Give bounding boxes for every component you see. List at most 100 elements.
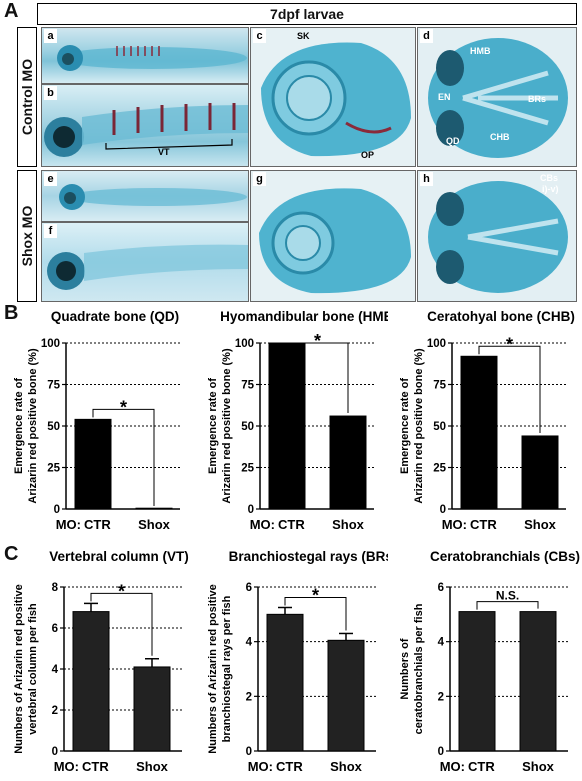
- y-tick-label: 4: [438, 637, 445, 649]
- chart-title: Quadrate bone (QD): [51, 309, 179, 324]
- significance-marker: *: [312, 586, 319, 606]
- y-axis-label: ceratobranchials per fish: [413, 603, 425, 734]
- y-axis-label: vertebral column per fish: [27, 603, 39, 735]
- y-tick-label: 75: [241, 380, 254, 392]
- image-panel-g: g: [250, 170, 416, 302]
- y-tick-label: 0: [246, 746, 252, 758]
- x-axis-prefix: MO:: [54, 759, 79, 774]
- y-tick-label: 8: [52, 582, 59, 594]
- y-tick-label: 50: [433, 421, 446, 433]
- y-tick-label: 0: [54, 504, 60, 516]
- label-cbs-range: i)-v): [542, 184, 559, 194]
- x-tick-label-shox: Shox: [138, 517, 171, 532]
- label-op: OP: [361, 150, 375, 160]
- image-panel-h: h CBs i)-v): [417, 170, 577, 302]
- y-tick-label: 25: [433, 463, 446, 475]
- y-tick-label: 6: [246, 582, 252, 594]
- label-chb: CHB: [490, 132, 510, 142]
- image-letter-d: d: [420, 29, 433, 43]
- chart-title: Hyomandibular bone (HMB): [220, 309, 388, 324]
- label-sk: SK: [297, 31, 310, 41]
- figure-header: 7dpf larvae: [37, 3, 577, 25]
- y-tick-label: 50: [241, 421, 254, 433]
- x-tick-label-ctr: CTR: [82, 759, 109, 774]
- x-axis-prefix: MO:: [440, 759, 465, 774]
- y-axis-label: Numbers of Arizarin red positive: [13, 584, 25, 754]
- head-illustration-c: [261, 42, 411, 157]
- image-letter-f: f: [44, 224, 57, 238]
- image-letter-b: b: [44, 86, 57, 100]
- y-axis-label: Emergence rate of: [13, 378, 25, 474]
- image-letter-h: h: [420, 172, 433, 186]
- y-tick-label: 4: [246, 637, 253, 649]
- label-vt: VT: [158, 147, 170, 157]
- bar-shox: [521, 435, 559, 510]
- bar-ctr: [268, 342, 306, 510]
- chart-branchiostegal-rays: Branchiostegal rays (BRs) 0 2 4 6 Numbers of …: [207, 549, 388, 774]
- chart-title: Branchiostegal rays (BRs): [229, 549, 388, 564]
- image-panel-d: d HMB EN BRs QD CHB: [417, 27, 577, 167]
- y-axis-label: Emergence rate of: [399, 378, 411, 474]
- image-panel-b: b VT: [41, 84, 249, 167]
- y-tick-label: 75: [47, 380, 60, 392]
- image-panel-a: a: [41, 27, 249, 84]
- y-tick-label: 0: [248, 504, 254, 516]
- label-qd: QD: [446, 136, 460, 146]
- chart-vertebral-column: Vertebral column (VT) 0 2 4 6 8 Numbers of Ari…: [13, 549, 189, 774]
- bar-ctr: [74, 418, 112, 510]
- x-axis-prefix: MO:: [250, 517, 275, 532]
- larva-illustration-e: [59, 184, 247, 210]
- x-tick-label-shox: Shox: [522, 759, 555, 774]
- significance-marker: *: [118, 581, 125, 601]
- larva-illustration-b: [44, 103, 248, 157]
- significance-bracket: [478, 345, 541, 433]
- larva-illustration-f: [47, 244, 248, 290]
- y-tick-label: 0: [440, 504, 446, 516]
- head-illustration-g: [259, 188, 411, 294]
- y-tick-label: 100: [427, 338, 446, 350]
- label-brs: BRs: [528, 94, 547, 104]
- panel-letter-b: B: [4, 302, 19, 324]
- bar-shox: [135, 507, 173, 510]
- row-label-shox-text: Shox MO: [19, 205, 35, 267]
- panel-letter-a: A: [4, 0, 19, 22]
- label-hmb: HMB: [470, 46, 491, 56]
- label-cbs: CBs: [540, 173, 559, 183]
- row-label-shox: Shox MO: [17, 170, 37, 302]
- y-tick-label: 50: [47, 421, 60, 433]
- y-tick-label: 75: [433, 380, 446, 392]
- x-tick-label-shox: Shox: [136, 759, 169, 774]
- image-panel-c: c SK OP: [250, 27, 416, 167]
- bar-ctr: [460, 355, 498, 510]
- significance-marker: N.S.: [496, 589, 519, 603]
- x-tick-label-shox: Shox: [524, 517, 557, 532]
- panel-letter-c: C: [4, 543, 19, 565]
- y-tick-label: 2: [52, 705, 58, 717]
- image-panel-f: f: [41, 222, 249, 302]
- image-panel-e: e: [41, 170, 249, 222]
- significance-bracket: [286, 342, 349, 414]
- x-tick-label-shox: Shox: [332, 517, 365, 532]
- image-letter-e: e: [44, 172, 57, 186]
- significance-bracket: [92, 408, 155, 506]
- y-tick-label: 0: [52, 746, 58, 758]
- larva-illustration-a: [57, 45, 247, 71]
- x-axis-prefix: MO:: [248, 759, 273, 774]
- image-letter-g: g: [253, 172, 266, 186]
- y-tick-label: 2: [246, 691, 252, 703]
- x-tick-label-ctr: CTR: [276, 759, 303, 774]
- head-illustration-h: [428, 181, 568, 293]
- y-tick-label: 6: [52, 623, 58, 635]
- row-label-control-text: Control MO: [19, 58, 35, 136]
- y-tick-label: 100: [41, 338, 60, 350]
- y-tick-label: 25: [241, 463, 254, 475]
- significance-bracket: [476, 601, 539, 610]
- y-axis-label: Arizarin red positive bone (%): [221, 348, 233, 504]
- y-axis-label: branchiostegal rays per fish: [221, 595, 233, 742]
- x-tick-label-ctr: CTR: [468, 759, 495, 774]
- y-tick-label: 25: [47, 463, 60, 475]
- chart-title: Ceratohyal bone (CHB): [427, 309, 575, 324]
- bar-ctr: [266, 613, 304, 752]
- bar-ctr: [458, 611, 496, 752]
- y-axis-label: Emergence rate of: [207, 378, 219, 474]
